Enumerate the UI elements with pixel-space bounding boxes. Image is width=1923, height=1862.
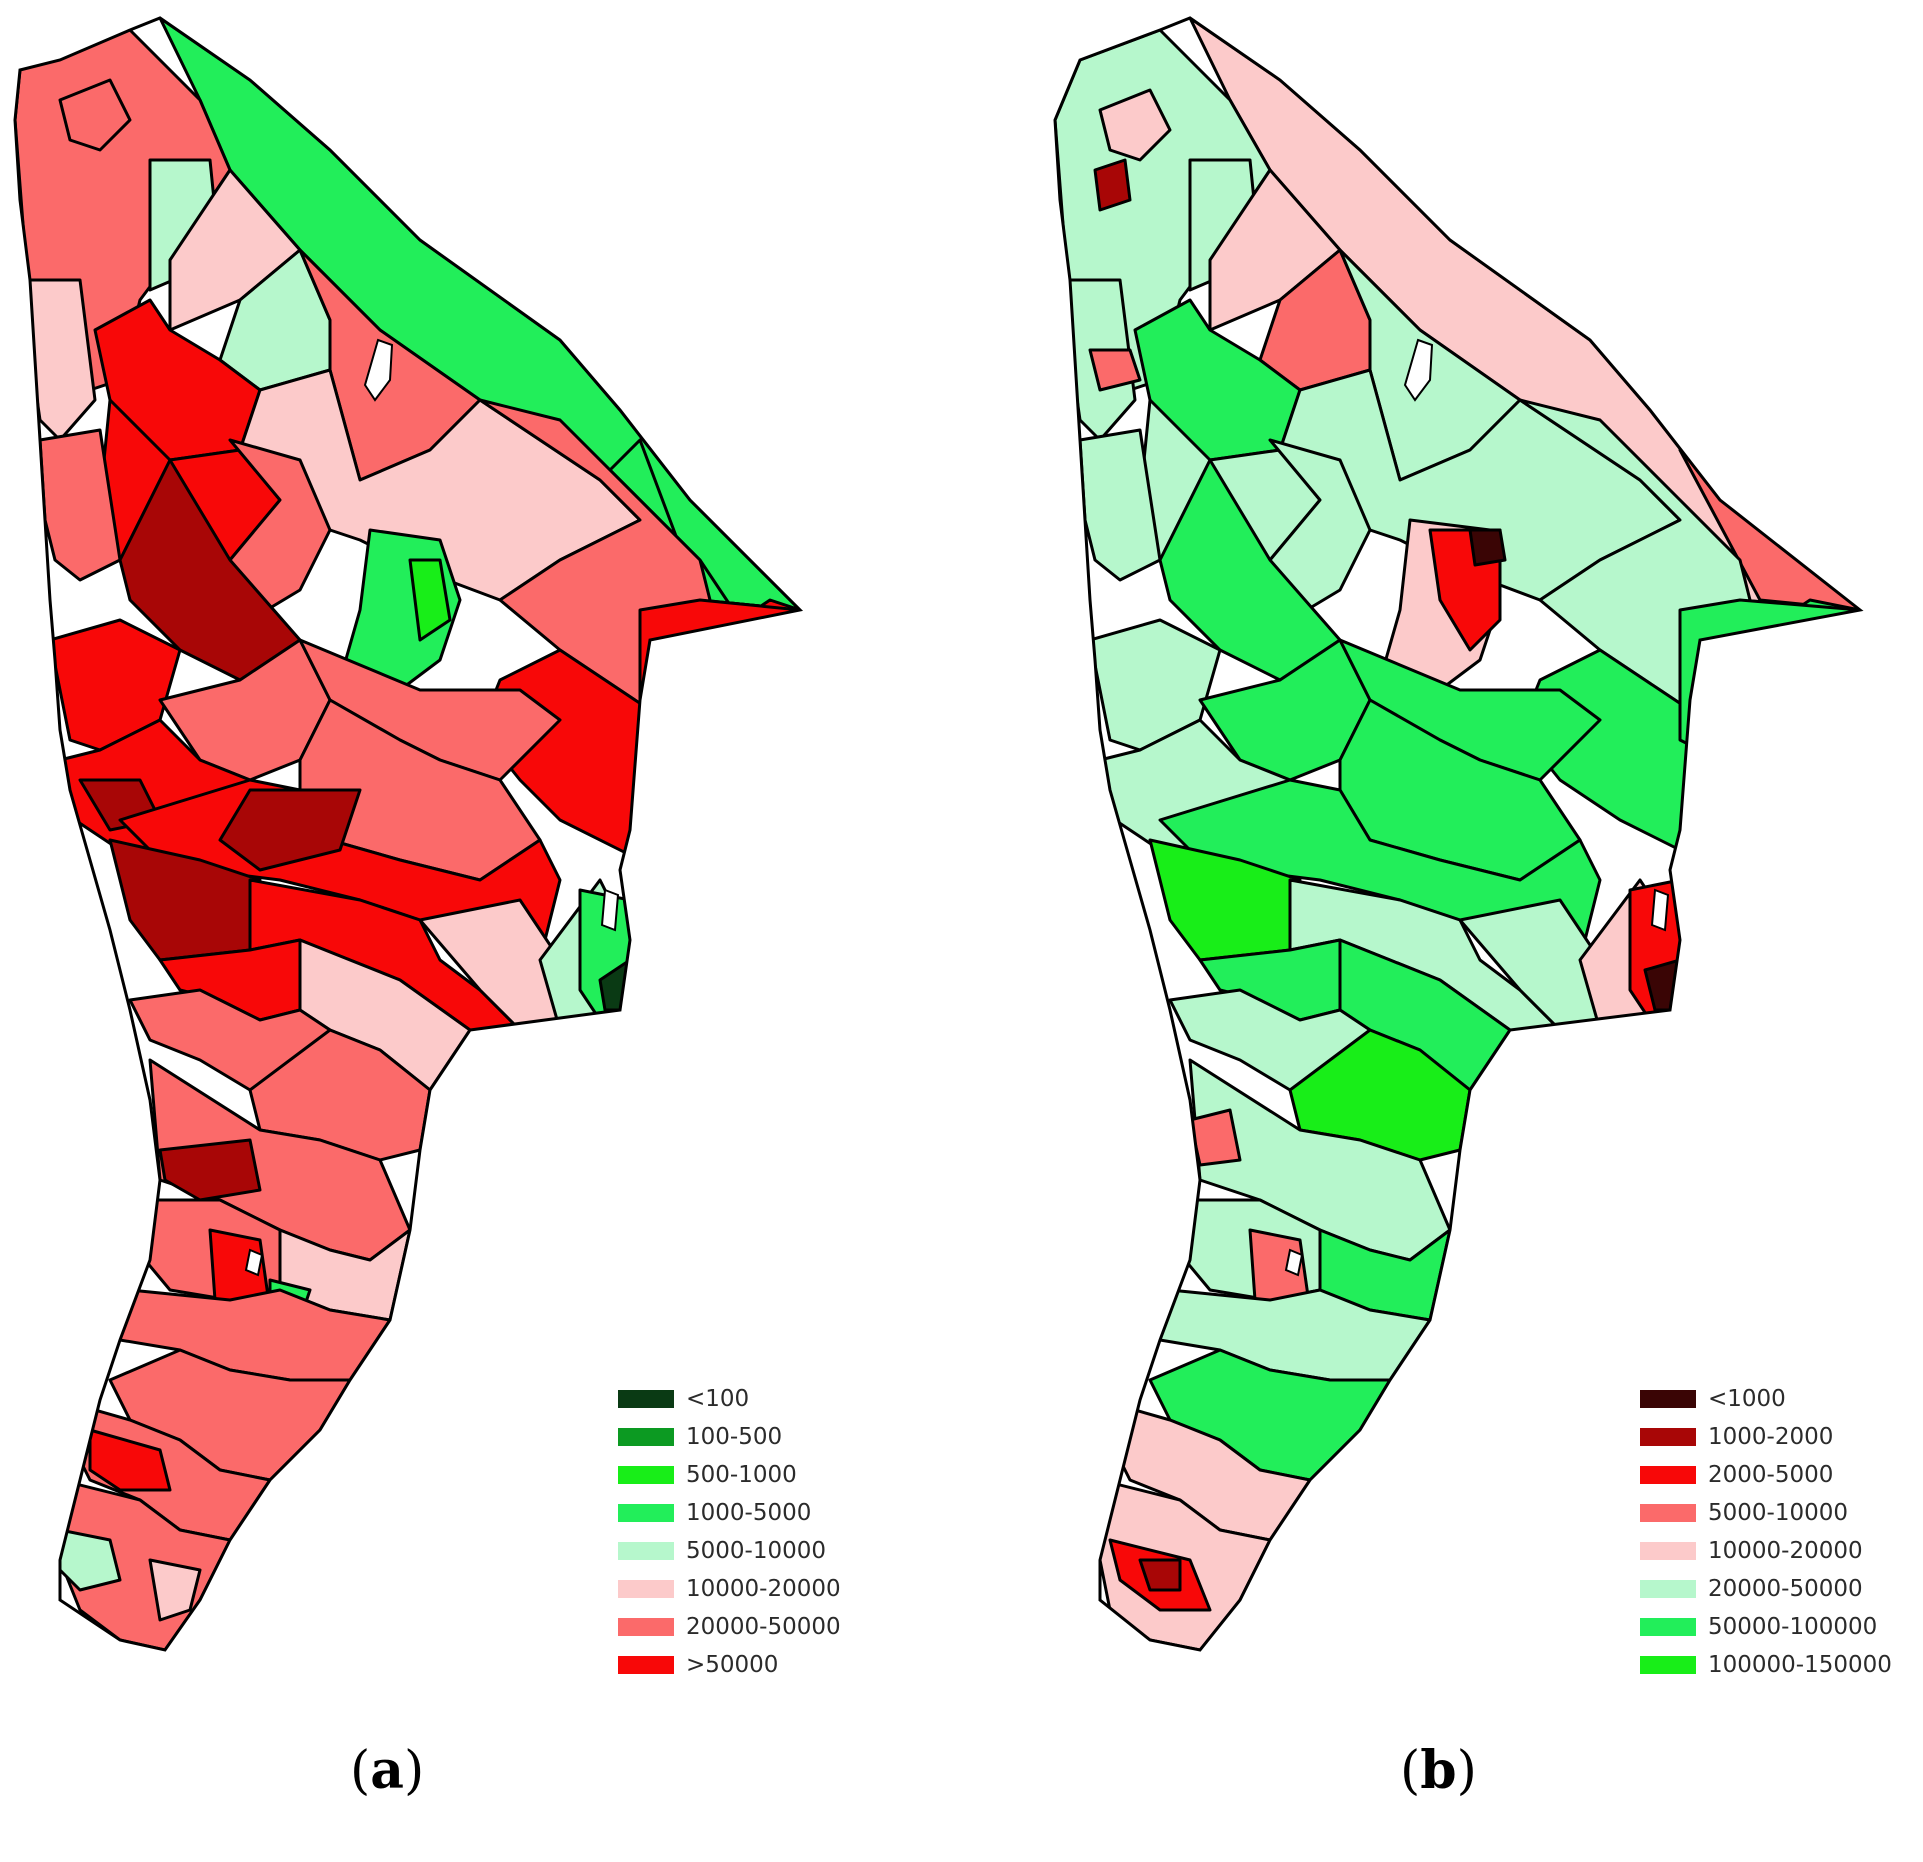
legend-item: 500-1000 — [618, 1456, 841, 1494]
region — [158, 1138, 262, 1202]
choropleth-map-b — [1053, 16, 1864, 1652]
legend-item: 100-500 — [618, 1418, 841, 1456]
legend-label: >50000 — [686, 1652, 779, 1678]
region — [408, 558, 452, 642]
region — [638, 598, 800, 762]
legend-label: 5000-10000 — [1708, 1500, 1848, 1526]
region — [1158, 458, 1342, 682]
legend-label: 20000-50000 — [1708, 1576, 1863, 1602]
lake — [1650, 888, 1670, 932]
region — [1468, 528, 1507, 567]
legend-item: 2000-5000 — [1640, 1456, 1892, 1494]
region — [88, 1428, 172, 1492]
legend-item: <100 — [618, 1380, 841, 1418]
legend-label: 10000-20000 — [1708, 1538, 1863, 1564]
region — [218, 788, 362, 872]
legend-label: 1000-2000 — [1708, 1424, 1834, 1450]
legend-item: 100000-150000 — [1640, 1646, 1892, 1684]
legend-label: 1000-5000 — [686, 1500, 812, 1526]
legend-swatch — [618, 1542, 674, 1560]
legend-item: 10000-20000 — [1640, 1532, 1892, 1570]
legend-item: 5000-10000 — [1640, 1494, 1892, 1532]
legend-label: <1000 — [1708, 1386, 1786, 1412]
region — [1093, 158, 1132, 212]
caption-paren: ( — [350, 1741, 371, 1801]
legend-item: 1000-5000 — [618, 1494, 841, 1532]
legend-swatch — [1640, 1504, 1696, 1522]
panel-caption-a: (a) — [350, 1740, 424, 1801]
legend-a: <100 100-500 500-1000 1000-5000 5000-100… — [618, 1380, 841, 1684]
region — [1268, 438, 1372, 622]
legend-item: <1000 — [1640, 1380, 1892, 1418]
legend-swatch — [1640, 1580, 1696, 1598]
caption-paren: ( — [1400, 1741, 1421, 1801]
lake — [363, 338, 394, 402]
choropleth-map-a — [13, 16, 804, 1652]
region — [228, 438, 332, 622]
legend-label: 20000-50000 — [686, 1614, 841, 1640]
legend-swatch — [618, 1466, 674, 1484]
legend-label: 100000-150000 — [1708, 1652, 1892, 1678]
region — [638, 608, 800, 832]
legend-label: 10000-20000 — [686, 1576, 841, 1602]
region — [148, 1558, 202, 1622]
region — [1138, 1558, 1182, 1592]
legend-label: 500-1000 — [686, 1462, 797, 1488]
legend-swatch — [1640, 1656, 1696, 1674]
lake — [1284, 1248, 1304, 1277]
region — [58, 78, 132, 152]
legend-swatch — [1640, 1428, 1696, 1446]
lake — [1403, 338, 1434, 402]
region — [58, 1528, 122, 1592]
region — [1088, 348, 1142, 392]
region — [118, 458, 302, 682]
caption-letter: b — [1420, 1740, 1457, 1801]
legend-label: 2000-5000 — [1708, 1462, 1834, 1488]
legend-swatch — [618, 1618, 674, 1636]
legend-swatch — [1640, 1618, 1696, 1636]
legend-swatch — [1640, 1466, 1696, 1484]
region — [1098, 88, 1172, 162]
region — [1208, 168, 1342, 332]
legend-item: 20000-50000 — [618, 1608, 841, 1646]
legend-swatch — [618, 1390, 674, 1408]
legend-swatch — [1640, 1390, 1696, 1408]
caption-letter: a — [370, 1740, 404, 1801]
lake — [600, 888, 620, 932]
legend-label: 5000-10000 — [686, 1538, 826, 1564]
legend-item: >50000 — [618, 1646, 841, 1684]
legend-item: 20000-50000 — [1640, 1570, 1892, 1608]
caption-paren: ) — [1456, 1741, 1477, 1801]
region — [1678, 598, 1860, 762]
lake — [244, 1248, 264, 1277]
legend-label: 100-500 — [686, 1424, 783, 1450]
legend-swatch — [618, 1656, 674, 1674]
panel-caption-b: (b) — [1400, 1740, 1477, 1801]
legend-swatch — [618, 1580, 674, 1598]
legend-swatch — [618, 1504, 674, 1522]
legend-item: 5000-10000 — [618, 1532, 841, 1570]
legend-item: 1000-2000 — [1640, 1418, 1892, 1456]
region — [168, 168, 302, 332]
map-panel-a: <100 100-500 500-1000 1000-5000 5000-100… — [0, 0, 960, 1862]
legend-label: <100 — [686, 1386, 750, 1412]
legend-item: 10000-20000 — [618, 1570, 841, 1608]
legend-b: <1000 1000-2000 2000-5000 5000-10000 100… — [1640, 1380, 1892, 1684]
caption-paren: ) — [404, 1741, 425, 1801]
legend-label: 50000-100000 — [1708, 1614, 1878, 1640]
map-panel-b: <1000 1000-2000 2000-5000 5000-10000 100… — [1000, 0, 1923, 1862]
legend-swatch — [618, 1428, 674, 1446]
region — [1678, 608, 1860, 832]
legend-swatch — [1640, 1542, 1696, 1560]
legend-item: 50000-100000 — [1640, 1608, 1892, 1646]
